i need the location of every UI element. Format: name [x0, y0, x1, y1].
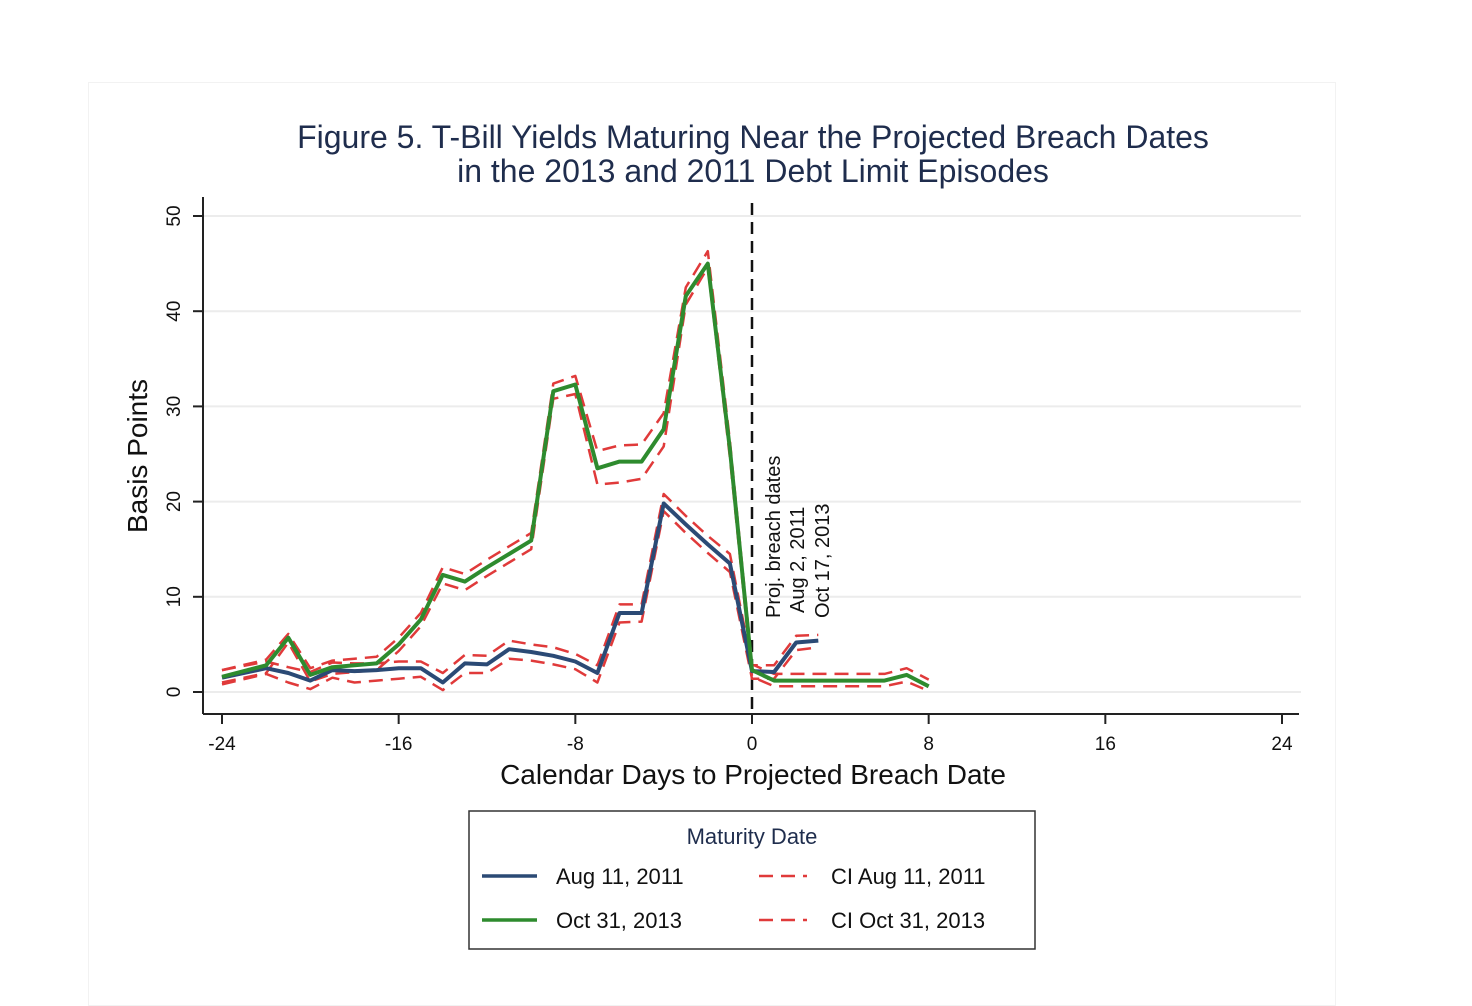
legend-label-oct-2013: Oct 31, 2013	[556, 908, 682, 933]
annotation-line-1: Proj. breach dates	[763, 456, 785, 618]
series-line-ci-oct-31-2013-lower	[221, 266, 930, 693]
series-layer	[221, 249, 930, 693]
y-ticks: 0 10 20 30 40 50	[164, 205, 203, 697]
y-tick-label-30: 30	[164, 396, 185, 417]
series-line-ci-aug-11-2011-upper	[221, 492, 819, 675]
breach-annotation: Proj. breach dates Aug 2, 2011 Oct 17, 2…	[763, 456, 834, 618]
series-line-oct-31-2013	[221, 261, 930, 689]
x-tick-label--24: -24	[208, 734, 236, 755]
x-tick-label-16: 16	[1095, 734, 1116, 755]
x-ticks: -24 -16 -8 0 8 16 24	[208, 714, 1293, 755]
legend-label-aug-2011: Aug 11, 2011	[556, 864, 684, 889]
legend-box	[468, 810, 1036, 950]
x-tick-label-8: 8	[923, 734, 934, 755]
x-tick-label--8: -8	[567, 734, 584, 755]
legend-label-ci-aug-2011: CI Aug 11, 2011	[831, 864, 986, 889]
x-axis-title: Calendar Days to Projected Breach Date	[500, 759, 1006, 790]
gridlines	[203, 215, 1301, 693]
chart-title-line-1: Figure 5. T-Bill Yields Maturing Near th…	[297, 119, 1209, 155]
legend-title: Maturity Date	[687, 824, 818, 849]
chart-title-line-2: in the 2013 and 2011 Debt Limit Episodes	[457, 153, 1049, 189]
chart-frame: Figure 5. T-Bill Yields Maturing Near th…	[88, 82, 1336, 1006]
series-line-aug-11-2011	[221, 501, 819, 685]
x-tick-label--16: -16	[385, 734, 412, 755]
y-tick-label-0: 0	[164, 687, 185, 698]
legend: Maturity Date Aug 11, 2011 CI Aug 11, 20…	[468, 810, 1036, 950]
annotation-line-2: Aug 2, 2011	[787, 507, 809, 613]
series-line-ci-oct-31-2013-upper	[221, 249, 930, 681]
y-tick-label-20: 20	[164, 491, 185, 512]
series-line-ci-aug-11-2011-lower	[221, 509, 819, 692]
line-chart: Figure 5. T-Bill Yields Maturing Near th…	[122, 119, 1301, 950]
legend-label-ci-oct-2013: CI Oct 31, 2013	[831, 908, 985, 933]
y-tick-label-40: 40	[164, 301, 185, 322]
x-tick-label-0: 0	[747, 734, 758, 755]
annotation-line-3: Oct 17, 2013	[812, 503, 834, 618]
y-axis-title: Basis Points	[122, 379, 153, 533]
y-tick-label-10: 10	[164, 586, 185, 607]
x-tick-label-24: 24	[1271, 734, 1293, 755]
y-tick-label-50: 50	[164, 205, 185, 226]
